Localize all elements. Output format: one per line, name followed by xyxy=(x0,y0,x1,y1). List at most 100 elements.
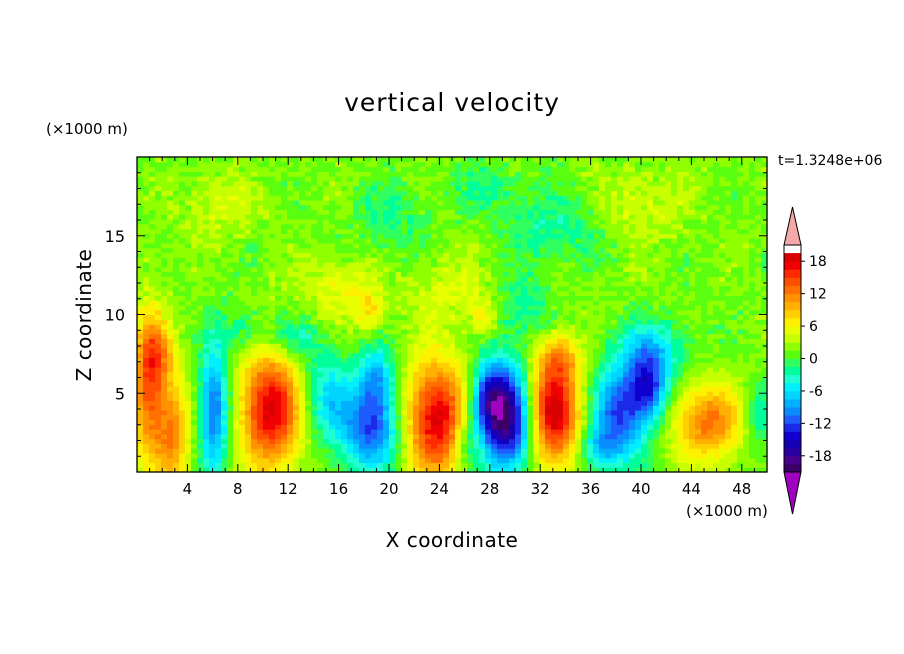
contour-cell xyxy=(437,252,444,258)
contour-cell xyxy=(515,343,522,349)
contour-cell xyxy=(683,276,690,282)
contour-cell xyxy=(173,419,180,425)
contour-cell xyxy=(449,443,456,449)
contour-cell xyxy=(257,362,264,368)
contour-cell xyxy=(467,324,474,330)
contour-cell xyxy=(653,414,660,421)
contour-cell xyxy=(221,462,228,468)
contour-cell xyxy=(665,386,672,392)
contour-cell xyxy=(173,433,180,440)
contour-cell xyxy=(263,414,270,421)
contour-cell xyxy=(425,357,432,363)
contour-cell xyxy=(143,285,150,292)
contour-cell xyxy=(467,347,474,354)
contour-cell xyxy=(545,433,552,440)
contour-cell xyxy=(497,290,504,297)
contour-cell xyxy=(287,357,294,363)
contour-cell xyxy=(599,443,606,449)
contour-cell xyxy=(497,438,504,444)
contour-cell xyxy=(719,276,726,282)
contour-cell xyxy=(317,295,324,301)
contour-cell xyxy=(419,462,426,468)
contour-cell xyxy=(527,343,534,349)
contour-cell xyxy=(635,262,642,268)
contour-cell xyxy=(149,448,156,454)
contour-cell xyxy=(479,295,486,301)
contour-cell xyxy=(353,395,360,402)
contour-cell xyxy=(617,328,624,335)
contour-cell xyxy=(389,367,396,373)
contour-cell xyxy=(149,338,156,344)
contour-cell xyxy=(269,328,276,335)
contour-cell xyxy=(317,376,324,382)
contour-cell xyxy=(653,409,660,416)
contour-cell xyxy=(401,343,408,349)
contour-cell xyxy=(245,324,252,330)
contour-cell xyxy=(737,281,744,287)
contour-cell xyxy=(191,309,198,316)
contour-cell xyxy=(215,304,222,311)
contour-cell xyxy=(317,390,324,397)
contour-cell xyxy=(641,352,648,359)
contour-cell xyxy=(755,347,762,354)
contour-cell xyxy=(521,295,528,301)
contour-cell xyxy=(647,395,654,402)
contour-cell xyxy=(521,338,528,344)
contour-cell xyxy=(395,381,402,387)
contour-cell xyxy=(635,343,642,349)
contour-cell xyxy=(371,295,378,301)
contour-cell xyxy=(689,424,696,430)
contour-cell xyxy=(611,252,618,258)
contour-cell xyxy=(311,247,318,254)
contour-cell xyxy=(299,343,306,349)
contour-cell xyxy=(425,414,432,421)
contour-cell xyxy=(653,338,660,344)
contour-cell xyxy=(173,371,180,378)
contour-cell xyxy=(197,324,204,330)
contour-cell xyxy=(311,438,318,444)
contour-cell xyxy=(341,448,348,454)
contour-cell xyxy=(365,457,372,464)
contour-cell xyxy=(407,324,414,330)
contour-cell xyxy=(491,343,498,349)
contour-cell xyxy=(197,314,204,320)
contour-cell xyxy=(191,328,198,335)
contour-cell xyxy=(251,405,258,411)
contour-cell xyxy=(137,362,144,368)
contour-cell xyxy=(683,443,690,449)
contour-cell xyxy=(293,309,300,316)
contour-cell xyxy=(605,457,612,464)
contour-cell xyxy=(335,281,342,287)
contour-cell xyxy=(491,314,498,320)
contour-cell xyxy=(155,462,162,468)
contour-cell xyxy=(353,419,360,425)
contour-cell xyxy=(707,309,714,316)
contour-cell xyxy=(509,266,516,273)
contour-cell xyxy=(143,462,150,468)
contour-cell xyxy=(503,462,510,468)
contour-cell xyxy=(413,462,420,468)
contour-cell xyxy=(539,266,546,273)
contour-cell xyxy=(467,448,474,454)
contour-cell xyxy=(419,314,426,320)
contour-cell xyxy=(209,276,216,282)
contour-cell xyxy=(587,429,594,435)
contour-cell xyxy=(155,328,162,335)
contour-cell xyxy=(449,414,456,421)
contour-cell xyxy=(449,386,456,392)
contour-cell xyxy=(743,309,750,316)
contour-cell xyxy=(209,295,216,301)
contour-cell xyxy=(701,338,708,344)
contour-cell xyxy=(479,386,486,392)
contour-cell xyxy=(671,247,678,254)
contour-cell xyxy=(551,390,558,397)
contour-cell xyxy=(419,457,426,464)
contour-cell xyxy=(173,395,180,402)
contour-cell xyxy=(509,414,516,421)
contour-cell xyxy=(587,386,594,392)
contour-cell xyxy=(737,452,744,459)
contour-cell xyxy=(353,448,360,454)
contour-cell xyxy=(323,424,330,430)
contour-cell xyxy=(539,304,546,311)
contour-cell xyxy=(233,290,240,297)
